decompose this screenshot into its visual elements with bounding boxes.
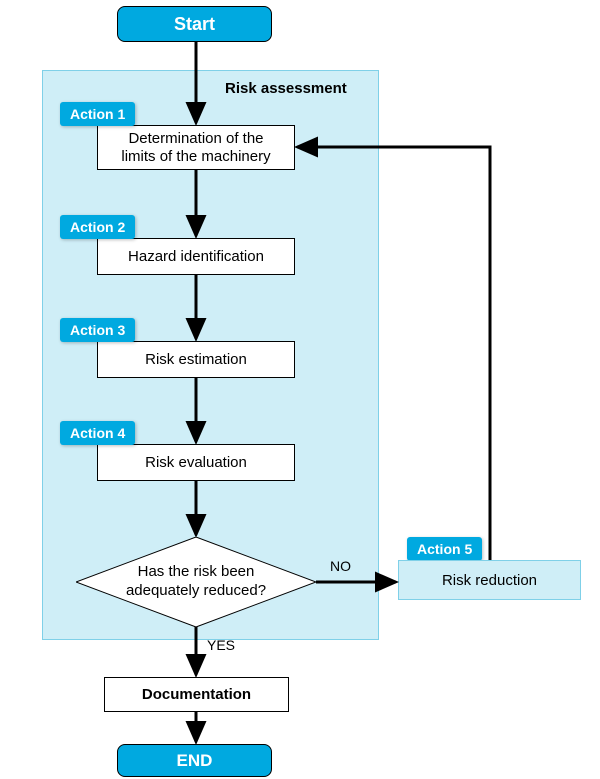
- box1-line1: Determination of the: [128, 130, 263, 147]
- diamond-line2: adequately reduced?: [126, 582, 266, 599]
- action-1-label: Action 1: [60, 102, 135, 126]
- box-documentation: Documentation: [104, 677, 289, 712]
- action-3-label: Action 3: [60, 318, 135, 342]
- edge-label-no: NO: [330, 558, 351, 574]
- start-node: Start: [117, 6, 272, 42]
- end-node: END: [117, 744, 272, 777]
- box-risk-reduction: Risk reduction: [398, 560, 581, 600]
- diamond-line1: Has the risk been: [138, 563, 255, 580]
- edge-label-yes: YES: [207, 637, 235, 653]
- decision-text: Has the risk been adequately reduced?: [76, 537, 316, 627]
- action-2-label: Action 2: [60, 215, 135, 239]
- action-5-label: Action 5: [407, 537, 482, 561]
- panel-title: Risk assessment: [225, 80, 347, 97]
- action-4-label: Action 4: [60, 421, 135, 445]
- box-determination: Determination of the limits of the machi…: [97, 125, 295, 170]
- box-risk-evaluation: Risk evaluation: [97, 444, 295, 481]
- box-hazard-identification: Hazard identification: [97, 238, 295, 275]
- box1-line2: limits of the machinery: [121, 148, 270, 165]
- box-risk-estimation: Risk estimation: [97, 341, 295, 378]
